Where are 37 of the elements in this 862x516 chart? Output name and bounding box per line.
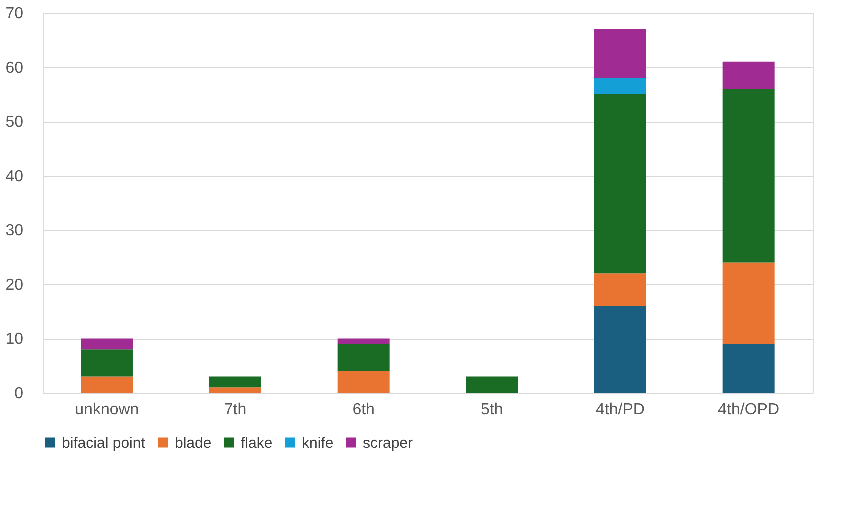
bar: [210, 388, 262, 393]
x-tick-label: 5th: [481, 402, 504, 418]
legend-label: knife: [302, 434, 334, 452]
bar: [722, 262, 775, 344]
bar: [722, 62, 775, 89]
bar: [81, 376, 134, 393]
bar: [338, 338, 390, 344]
y-tick-label: 10: [6, 331, 24, 348]
bar: [594, 29, 646, 78]
legend-label: scraper: [363, 434, 414, 452]
bar: [594, 94, 646, 274]
x-tick-label: 4th/PD: [596, 402, 645, 418]
bar: [722, 89, 775, 263]
bar: [722, 344, 775, 393]
bar: [594, 78, 646, 94]
x-tick-label: 4th/OPD: [718, 402, 780, 418]
y-tick-label: 60: [6, 60, 24, 77]
bar: [338, 344, 390, 372]
bar: [81, 350, 134, 377]
bar: [338, 371, 390, 393]
legend-label: blade: [175, 434, 212, 452]
y-tick-label: 40: [6, 168, 24, 186]
bar: [594, 306, 646, 393]
legend-label: bifacial point: [62, 434, 146, 452]
x-tick-label: 6th: [352, 402, 375, 418]
bar: [81, 338, 134, 350]
y-tick-label: 20: [6, 276, 24, 294]
y-tick-label: 70: [6, 6, 24, 22]
bar: [594, 274, 646, 306]
bar: [210, 376, 262, 388]
y-tick-label: 50: [6, 114, 24, 132]
x-tick-label: unknown: [75, 402, 140, 418]
y-tick-label: 30: [6, 222, 24, 240]
y-tick-label: 0: [14, 386, 24, 402]
x-tick-label: 7th: [224, 402, 247, 418]
legend-label: flake: [241, 434, 273, 452]
bar: [466, 376, 518, 393]
